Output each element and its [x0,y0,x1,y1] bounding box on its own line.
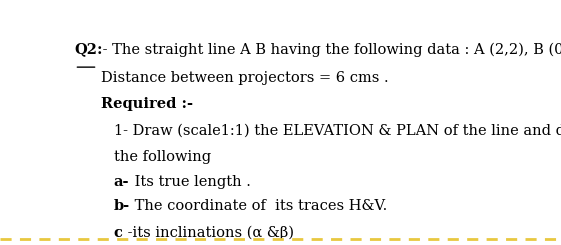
Text: c: c [113,226,122,240]
Text: Required :-: Required :- [100,97,192,111]
Text: The coordinate of  its traces H&V.: The coordinate of its traces H&V. [130,199,388,213]
Text: Its true length .: Its true length . [130,175,251,189]
Text: -its inclinations (α &β): -its inclinations (α &β) [123,226,294,240]
Text: the following: the following [113,150,211,164]
Text: 1- Draw (scale1:1) the ELEVATION & PLAN of the line and determine: 1- Draw (scale1:1) the ELEVATION & PLAN … [113,124,561,138]
Text: Q2:: Q2: [75,43,103,57]
Text: Distance between projectors = 6 cms .: Distance between projectors = 6 cms . [100,71,388,85]
Text: - The straight line A B having the following data : A (2,2), B (0,0)left of A .: - The straight line A B having the follo… [98,43,561,57]
Text: b-: b- [113,199,130,213]
Text: a-: a- [113,175,129,189]
